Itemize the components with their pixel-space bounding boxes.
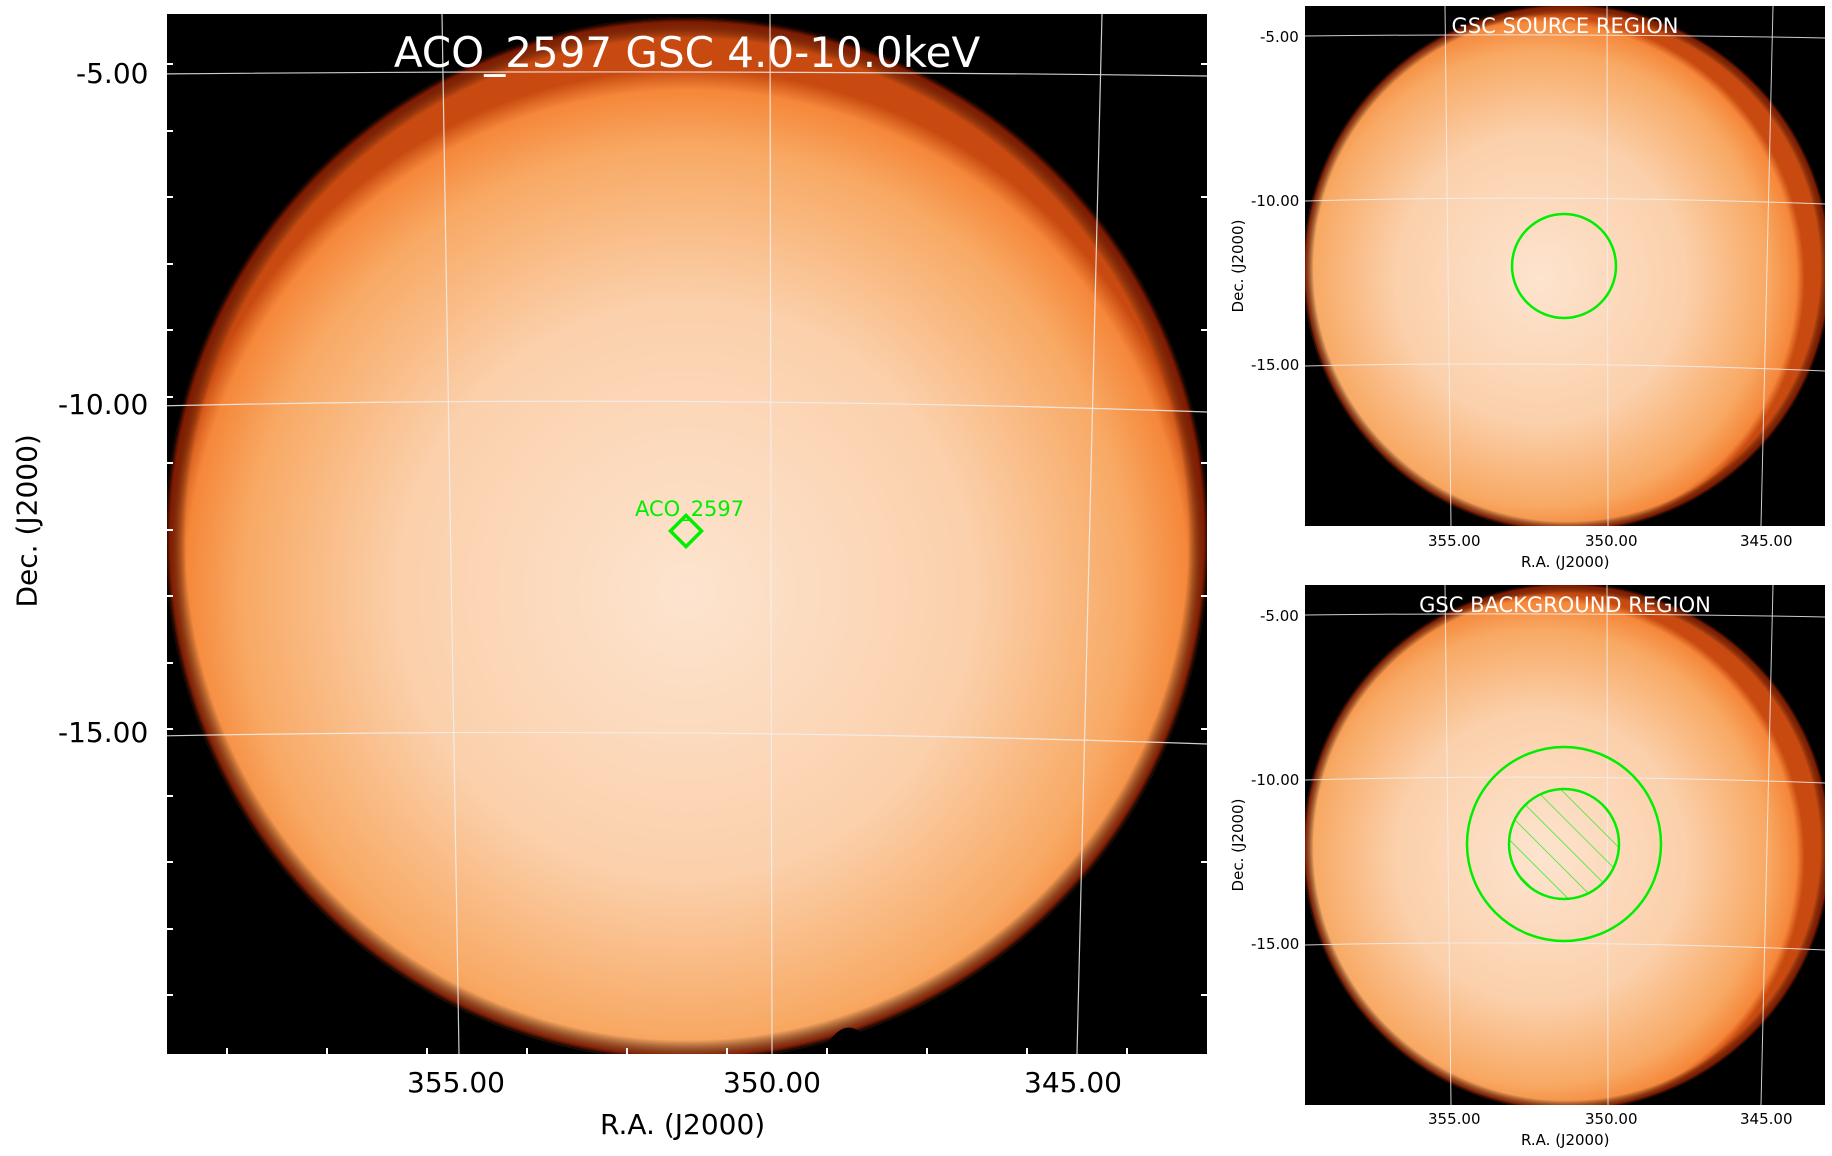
background-ytick-3: -15.00	[1251, 935, 1300, 953]
background-panel-title: GSC BACKGROUND REGION	[1419, 593, 1711, 617]
background-ylabel: Dec. (J2000)	[1229, 798, 1247, 892]
main-sky-map	[167, 14, 1207, 1054]
main-xtick-2: 350.00	[723, 1066, 821, 1099]
background-sky-map	[1305, 585, 1825, 1105]
source-ytick-2: -10.00	[1251, 192, 1300, 210]
source-xtick-3: 345.00	[1740, 532, 1793, 550]
background-ytick-2: -10.00	[1251, 771, 1300, 789]
background-outer-circle[interactable]	[1465, 745, 1663, 943]
source-ytick-3: -15.00	[1251, 356, 1300, 374]
background-image: GSC BACKGROUND REGION	[1305, 585, 1825, 1105]
source-xlabel: R.A. (J2000)	[1521, 553, 1610, 571]
main-title: ACO_2597 GSC 4.0-10.0keV	[393, 28, 981, 77]
main-xlabel: R.A. (J2000)	[600, 1108, 766, 1141]
background-xtick-1: 355.00	[1428, 1110, 1481, 1128]
main-xtick-3: 345.00	[1024, 1066, 1122, 1099]
source-xtick-2: 350.00	[1585, 532, 1638, 550]
main-ylabel: Dec. (J2000)	[10, 434, 44, 608]
source-marker[interactable]	[667, 512, 705, 550]
source-panel-title: GSC SOURCE REGION	[1451, 14, 1679, 38]
source-coordinate-grid	[1305, 6, 1825, 526]
source-xtick-1: 355.00	[1428, 532, 1481, 550]
source-ylabel: Dec. (J2000)	[1229, 219, 1247, 313]
source-image: GSC SOURCE REGION	[1305, 6, 1825, 526]
main-ytick-3: -15.00	[58, 716, 149, 749]
background-excluded-circle[interactable]	[1507, 787, 1621, 901]
background-xtick-3: 345.00	[1740, 1110, 1793, 1128]
source-label: ACO_2597	[635, 497, 745, 521]
main-ytick-1: -5.00	[76, 57, 149, 90]
background-xtick-2: 350.00	[1585, 1110, 1638, 1128]
source-sky-map	[1305, 6, 1825, 526]
coordinate-grid	[167, 14, 1207, 1054]
background-xlabel: R.A. (J2000)	[1521, 1131, 1610, 1149]
main-image: ACO_2597 GSC 4.0-10.0keV ACO_2597	[167, 14, 1207, 1054]
background-ytick-1: -5.00	[1260, 607, 1299, 625]
source-ytick-1: -5.00	[1260, 28, 1299, 46]
source-region-circle[interactable]	[1510, 212, 1618, 320]
main-ytick-2: -10.00	[58, 388, 149, 421]
main-xtick-1: 355.00	[407, 1066, 505, 1099]
